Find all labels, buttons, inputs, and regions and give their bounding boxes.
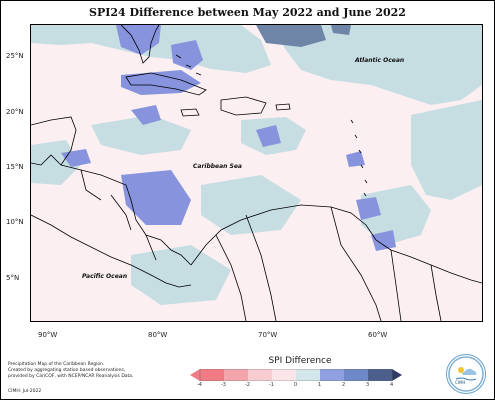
footnote-line-3: provided by CariCOF, with NCEP/NCAR Rean…: [8, 374, 134, 379]
region-far-west: [31, 140, 81, 185]
border-colombia-venezuela: [245, 214, 277, 321]
blue-bahamas: [171, 40, 203, 70]
y-tick-5n: 5°N: [6, 274, 20, 282]
cuba-coast: [125, 72, 207, 96]
x-tick-60w: 60°W: [368, 331, 388, 339]
central-america-pacific-coast: [31, 214, 192, 288]
border-suriname-guiana: [430, 264, 442, 321]
sun-icon: [458, 367, 464, 373]
blue-lesser-antilles: [346, 151, 365, 167]
legend-tick-2: 2: [342, 382, 346, 388]
legend-arrow-right: [392, 369, 402, 381]
footnote-line-2: Created by aggregating station based obs…: [8, 368, 126, 373]
border-guyana-suriname: [390, 249, 402, 321]
x-tick-70w: 70°W: [258, 331, 278, 339]
border-honduras: [110, 194, 132, 231]
map-area: [30, 24, 483, 322]
central-america-caribbean-coast: [60, 164, 192, 266]
bahamas-coast: [175, 54, 202, 76]
region-west-caribbean: [91, 115, 191, 155]
map-title: SPI24 Difference between May 2022 and Ju…: [89, 6, 406, 19]
blue-guyana: [371, 230, 396, 251]
region-atlantic-east: [411, 100, 482, 200]
logo-graphic: [448, 356, 484, 392]
south-america-coast: [190, 204, 482, 284]
legend-swatch-5: [320, 369, 344, 381]
cloud-icon: [462, 368, 477, 375]
label-pacific-ocean: Pacific Ocean: [82, 273, 128, 280]
dark-blue-regions: [256, 25, 351, 47]
blue-florida-west: [116, 25, 161, 55]
legend-tick-m1: -1: [269, 382, 274, 388]
border-nicaragua: [145, 234, 157, 261]
footnote-line-1: Precipitation Map of the Caribbean Regio…: [8, 362, 105, 367]
medium-blue-regions: [61, 25, 396, 251]
legend-outline: [199, 369, 393, 381]
hispaniola-coast: [220, 96, 267, 116]
legend-swatch-3: [272, 369, 296, 381]
legend-colorbar: [190, 369, 402, 381]
x-tick-80w: 80°W: [148, 331, 168, 339]
label-caribbean-sea: Caribbean Sea: [193, 163, 242, 170]
legend-tick-m2: -2: [245, 382, 250, 388]
y-tick-25n: 25°N: [6, 52, 24, 60]
lesser-antilles-coast: [350, 119, 368, 197]
legend-tick-m3: -3: [221, 382, 226, 388]
footnote-credit: CIMH: Jul-2022: [8, 389, 42, 394]
legend-tick-1: 1: [318, 382, 322, 388]
x-tick-90w: 90°W: [38, 331, 58, 339]
legend-swatch-1: [224, 369, 248, 381]
region-southeast: [361, 185, 431, 245]
border-belize-guatemala: [80, 169, 102, 201]
map-svg: [31, 25, 482, 321]
mexico-coast: [31, 116, 77, 166]
florida-coast: [120, 25, 160, 64]
legend-tick-0: 0: [294, 382, 298, 388]
blue-cayman: [131, 105, 161, 125]
legend-arrow-left: [190, 369, 200, 381]
cimh-logo: [446, 354, 486, 394]
border-venezuela-guyana: [330, 206, 382, 321]
legend-swatch-4: [296, 369, 320, 381]
blue-cuba: [121, 70, 201, 95]
y-tick-10n: 10°N: [6, 218, 24, 226]
blue-central-america: [121, 170, 191, 225]
blue-hispaniola-south: [256, 125, 281, 147]
dark-blue-northeast: [331, 25, 351, 35]
region-south-caribbean: [201, 175, 301, 235]
legend-swatch-2: [248, 369, 272, 381]
legend-swatch-6: [344, 369, 368, 381]
coastlines: [31, 25, 482, 321]
label-atlantic-ocean: Atlantic Ocean: [355, 57, 405, 64]
logo-label: CIMH: [455, 380, 466, 385]
legend-swatch-7: [368, 369, 392, 381]
legend-swatch-0: [200, 369, 224, 381]
legend-tick-3: 3: [366, 382, 370, 388]
region-north-gulf: [31, 25, 271, 73]
blue-trinidad: [356, 197, 381, 220]
dark-blue-north: [256, 25, 326, 47]
y-tick-15n: 15°N: [6, 163, 24, 171]
legend-tick-m4: -4: [197, 382, 202, 388]
light-blue-regions: [31, 25, 482, 305]
legend-title: SPI Difference: [268, 356, 332, 366]
wave-icon: [455, 377, 477, 381]
legend-tick-4: 4: [390, 382, 394, 388]
puerto-rico-coast: [275, 103, 291, 111]
y-tick-20n: 20°N: [6, 108, 24, 116]
region-atlantic-north: [271, 25, 482, 105]
jamaica-coast: [180, 108, 200, 117]
border-colombia-west: [215, 234, 247, 321]
